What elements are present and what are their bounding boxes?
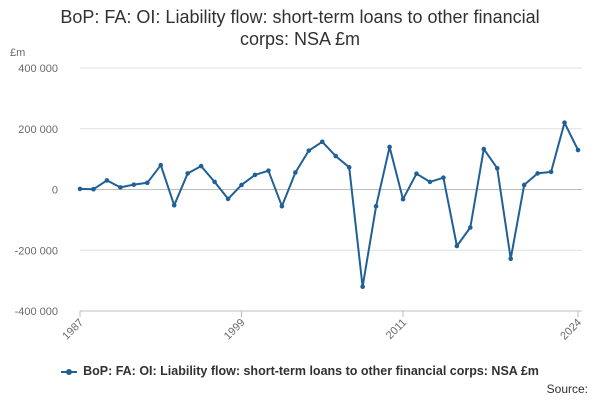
legend-line-marker-icon: [61, 368, 78, 375]
data-point: [441, 175, 446, 180]
data-point: [225, 196, 231, 202]
data-point: [252, 172, 258, 178]
data-point: [212, 179, 217, 185]
x-tick-label: 2024: [558, 317, 584, 343]
x-tick-label: 1987: [60, 317, 86, 343]
data-point: [427, 179, 433, 185]
data-point: [373, 203, 379, 209]
data-point: [144, 180, 150, 186]
data-point: [293, 170, 298, 175]
y-tick-label: -200 000: [15, 245, 58, 257]
data-point: [548, 169, 554, 175]
data-point: [333, 153, 339, 159]
data-point: [198, 163, 204, 169]
legend: BoP: FA: OI: Liability flow: short-term …: [0, 364, 600, 378]
data-point: [118, 185, 123, 190]
data-point: [104, 178, 110, 183]
data-point: [306, 148, 312, 153]
data-point: [575, 147, 581, 153]
data-point: [91, 186, 96, 192]
legend-label: BoP: FA: OI: Liability flow: short-term …: [83, 364, 539, 378]
y-tick-label: 200 000: [18, 124, 58, 136]
data-point: [508, 256, 514, 262]
data-point: [171, 202, 177, 208]
data-point: [279, 203, 285, 209]
data-point: [494, 165, 500, 171]
y-tick-label: 400 000: [18, 63, 58, 75]
data-point: [454, 243, 460, 249]
data-point: [239, 182, 244, 188]
source-label: Source:: [546, 382, 588, 396]
series-line: [79, 121, 579, 288]
data-point: [562, 120, 567, 125]
data-point: [360, 284, 365, 290]
y-tick-label: 0: [52, 185, 58, 197]
data-point: [319, 139, 325, 145]
data-point: [400, 196, 406, 202]
data-point: [158, 162, 164, 168]
x-tick-label: 1999: [222, 317, 248, 343]
y-tick-label: -400 000: [15, 306, 58, 318]
y-axis-unit-label: £m: [10, 47, 25, 59]
data-point: [77, 186, 83, 192]
data-point: [468, 225, 473, 230]
data-point: [521, 182, 527, 188]
data-point: [387, 144, 392, 150]
data-point: [346, 165, 352, 170]
data-point: [131, 182, 137, 187]
data-point: [266, 168, 271, 173]
chart-title: BoP: FA: OI: Liability flow: short-term …: [60, 7, 540, 49]
data-point: [535, 171, 540, 176]
data-point: [185, 171, 190, 176]
data-point: [481, 146, 487, 152]
x-tick-label: 2011: [384, 317, 409, 342]
data-point: [414, 171, 419, 177]
